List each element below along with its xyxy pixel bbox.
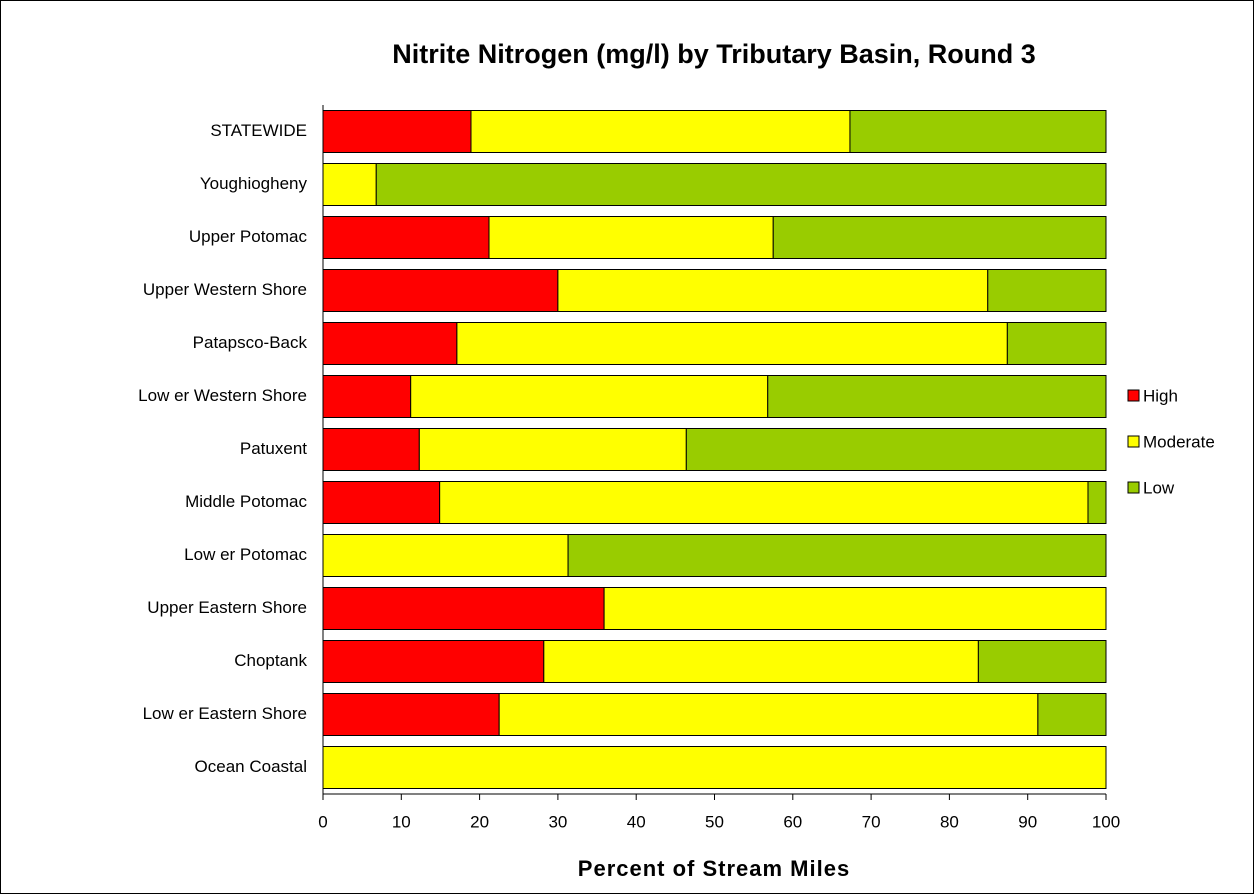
- y-tick-label: Upper Western Shore: [143, 280, 307, 299]
- bar-segment: [375, 163, 1107, 206]
- bar-segment: [603, 587, 1107, 630]
- bar-segment: [322, 587, 605, 630]
- y-tick-label: Middle Potomac: [185, 492, 307, 511]
- x-tick-label: 30: [548, 812, 567, 831]
- x-tick-label: 70: [862, 812, 881, 831]
- legend-swatch: [1127, 389, 1140, 402]
- legend-label: Low: [1143, 478, 1175, 497]
- bar-segment: [322, 269, 559, 312]
- bar-segment: [685, 428, 1107, 471]
- y-tick-label: Low er Western Shore: [138, 386, 307, 405]
- x-tick-label: 80: [940, 812, 959, 831]
- x-axis-title: Percent of Stream Miles: [578, 856, 850, 881]
- bar-segment: [418, 428, 687, 471]
- bar-segment: [322, 428, 420, 471]
- y-tick-label: Low er Potomac: [184, 545, 307, 564]
- bar-segment: [322, 110, 472, 153]
- x-tick-label: 20: [470, 812, 489, 831]
- bar-segment: [557, 269, 989, 312]
- x-tick-label: 10: [392, 812, 411, 831]
- bar-segment: [322, 693, 500, 736]
- chart-title: Nitrite Nitrogen (mg/l) by Tributary Bas…: [392, 39, 1036, 69]
- y-tick-label: Youghiogheny: [200, 174, 308, 193]
- bar-segment: [1006, 322, 1107, 365]
- bar-segment: [987, 269, 1107, 312]
- y-tick-label: Patuxent: [240, 439, 307, 458]
- bar-segment: [488, 216, 774, 259]
- legend-label: High: [1143, 386, 1178, 405]
- x-tick-label: 60: [783, 812, 802, 831]
- bar-segment: [543, 640, 979, 683]
- y-tick-label: Upper Potomac: [189, 227, 308, 246]
- x-tick-label: 0: [318, 812, 327, 831]
- legend-swatch: [1127, 435, 1140, 448]
- bar-segment: [849, 110, 1107, 153]
- bar-segment: [322, 534, 569, 577]
- y-tick-label: Choptank: [234, 651, 307, 670]
- bar-segment: [322, 640, 545, 683]
- y-tick-label: Patapsco-Back: [193, 333, 308, 352]
- bar-segment: [1087, 481, 1107, 524]
- legend-swatch: [1127, 481, 1140, 494]
- bar-segment: [322, 163, 377, 206]
- bar-segment: [410, 375, 769, 418]
- bar-segment: [322, 322, 458, 365]
- y-tick-label: Upper Eastern Shore: [147, 598, 307, 617]
- bar-segment: [322, 375, 412, 418]
- y-tick-label: STATEWIDE: [210, 121, 307, 140]
- bar-segment: [322, 481, 441, 524]
- y-tick-label: Low er Eastern Shore: [143, 704, 307, 723]
- bar-segment: [498, 693, 1039, 736]
- bar-segment: [1037, 693, 1107, 736]
- bar-segment: [322, 216, 490, 259]
- bar-segment: [470, 110, 851, 153]
- legend-label: Moderate: [1143, 432, 1215, 451]
- bar-segment: [322, 746, 1107, 789]
- bar-segment: [977, 640, 1107, 683]
- x-tick-label: 40: [627, 812, 646, 831]
- x-tick-label: 50: [705, 812, 724, 831]
- bar-segment: [567, 534, 1107, 577]
- x-tick-label: 90: [1018, 812, 1037, 831]
- bar-segment: [767, 375, 1107, 418]
- bar-segment: [772, 216, 1107, 259]
- x-tick-label: 100: [1092, 812, 1120, 831]
- y-tick-label: Ocean Coastal: [195, 757, 307, 776]
- bar-segment: [439, 481, 1089, 524]
- bar-segment: [456, 322, 1008, 365]
